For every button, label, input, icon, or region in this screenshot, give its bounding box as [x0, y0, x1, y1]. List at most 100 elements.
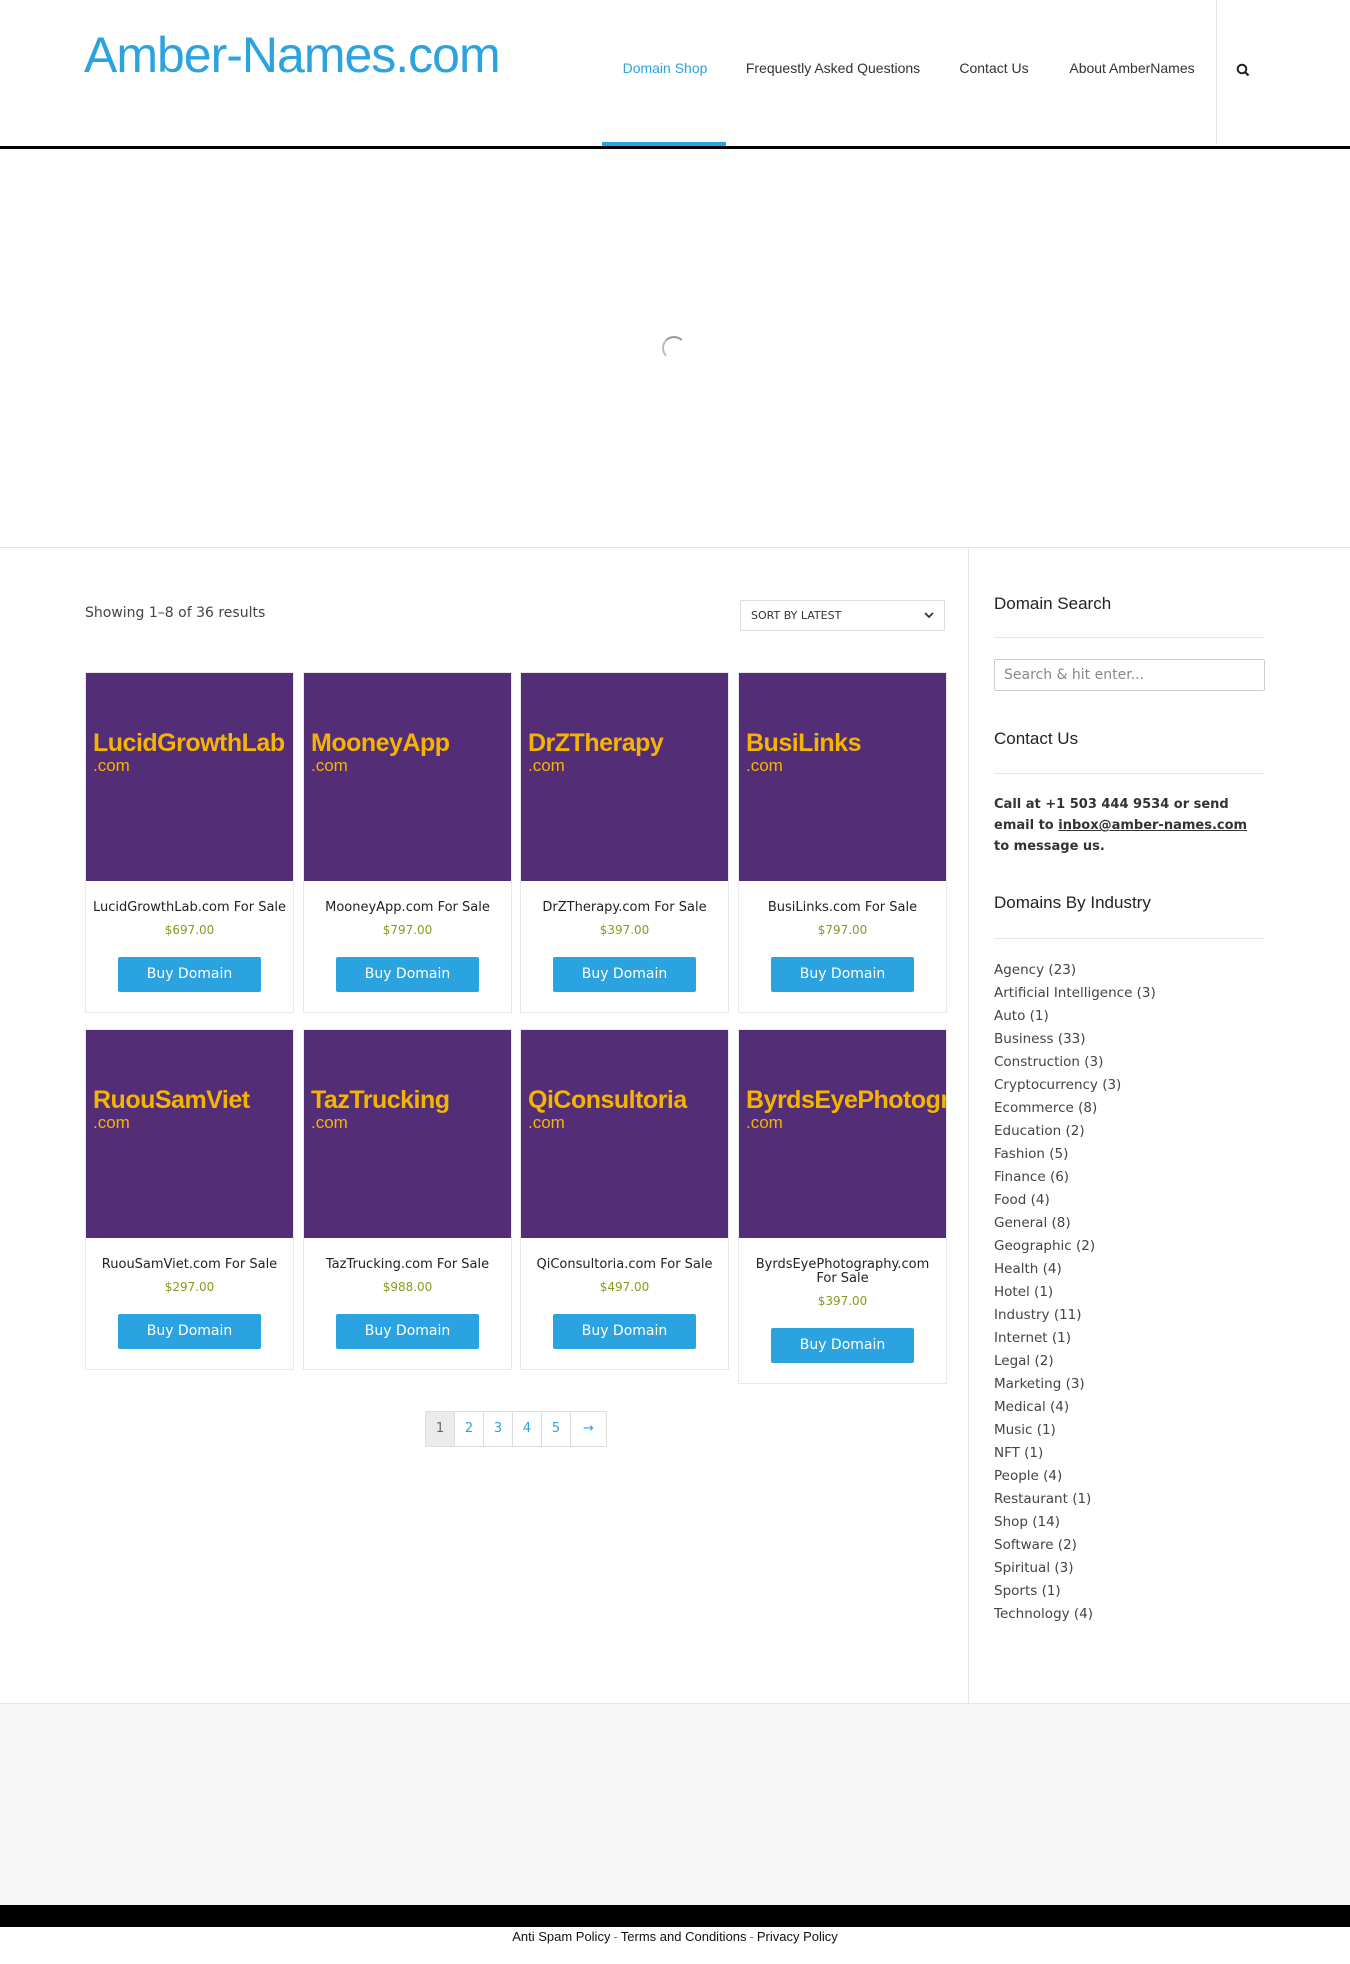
product-image[interactable]: TazTrucking .com [304, 1030, 511, 1238]
product-image-tld: .com [528, 1113, 565, 1132]
product-title[interactable]: QiConsultoria.com For Sale [536, 1257, 713, 1272]
product-price: $697.00 [164, 923, 215, 937]
industry-item[interactable]: Technology (4) [994, 1606, 1094, 1622]
domain-search-title: Domain Search [994, 594, 1112, 613]
nav-faq[interactable]: Frequestly Asked Questions [745, 60, 921, 76]
product-image[interactable]: BusiLinks .com [739, 673, 946, 881]
buy-domain-button[interactable]: Buy Domain [118, 957, 261, 992]
industry-item[interactable]: Software (2) [994, 1537, 1077, 1553]
product-image-tld: .com [746, 756, 783, 775]
product-image-name: ByrdsEyePhotography [746, 1086, 946, 1114]
footer-link-terms[interactable]: Terms and Conditions [620, 1929, 747, 1944]
buy-domain-button[interactable]: Buy Domain [118, 1314, 261, 1349]
product-card: TazTrucking .com TazTrucking.com For Sale $… [303, 1029, 512, 1370]
product-title[interactable]: TazTrucking.com For Sale [325, 1257, 490, 1272]
industry-item[interactable]: Construction (3) [994, 1054, 1104, 1070]
product-title[interactable]: ByrdsEyePhotography.com For Sale [755, 1257, 930, 1286]
footer-link-privacy[interactable]: Privacy Policy [756, 1929, 838, 1944]
buy-domain-button[interactable]: Buy Domain [553, 1314, 696, 1349]
page-3[interactable]: 3 [484, 1412, 513, 1446]
industry-item[interactable]: Marketing (3) [994, 1376, 1085, 1392]
industry-item[interactable]: Ecommerce (8) [994, 1100, 1098, 1116]
industry-item[interactable]: Geographic (2) [994, 1238, 1096, 1254]
contact-pre: Call at +1 503 444 9534 or send email to [994, 797, 1229, 833]
contact-title: Contact Us [994, 729, 1079, 748]
product-image[interactable]: RuouSamViet .com [86, 1030, 293, 1238]
industry-item[interactable]: Shop (14) [994, 1514, 1060, 1530]
industry-item[interactable]: Legal (2) [994, 1353, 1054, 1369]
contact-text: Call at +1 503 444 9534 or send email to… [994, 794, 1264, 857]
industry-item[interactable]: Sports (1) [994, 1583, 1061, 1599]
product-image-tld: .com [93, 1113, 130, 1132]
nav-domain-shop[interactable]: Domain Shop [622, 60, 708, 76]
industry-item[interactable]: Fashion (5) [994, 1146, 1069, 1162]
footer-link-anti-spam[interactable]: Anti Spam Policy [512, 1929, 611, 1944]
product-title[interactable]: RuouSamViet.com For Sale [101, 1257, 278, 1272]
product-image-name: RuouSamViet [93, 1086, 250, 1114]
domain-search-input[interactable] [994, 659, 1265, 691]
page-4[interactable]: 4 [513, 1412, 542, 1446]
industry-item[interactable]: Restaurant (1) [994, 1491, 1092, 1507]
product-price: $397.00 [599, 923, 650, 937]
product-image-tld: .com [311, 756, 348, 775]
industry-title: Domains By Industry [994, 893, 1151, 912]
industry-item[interactable]: General (8) [994, 1215, 1071, 1231]
product-image[interactable]: MooneyApp .com [304, 673, 511, 881]
sidebar-divider [968, 548, 969, 1703]
buy-domain-button[interactable]: Buy Domain [336, 957, 479, 992]
industry-item[interactable]: Spiritual (3) [994, 1560, 1074, 1576]
contact-email-link[interactable]: inbox@amber-names.com [1058, 818, 1248, 833]
page-2[interactable]: 2 [455, 1412, 484, 1446]
next-page-arrow-icon[interactable]: → [583, 1421, 594, 1436]
product-title[interactable]: DrZTherapy.com For Sale [542, 900, 707, 915]
industry-item[interactable]: Artificial Intelligence (3) [994, 985, 1156, 1001]
product-title[interactable]: BusiLinks.com For Sale [767, 900, 918, 915]
industry-item[interactable]: Agency (23) [994, 962, 1077, 978]
hero-divider [0, 547, 1350, 548]
industry-item[interactable]: Cryptocurrency (3) [994, 1077, 1122, 1093]
industry-item[interactable]: Education (2) [994, 1123, 1085, 1139]
product-title[interactable]: LucidGrowthLab.com For Sale [92, 900, 287, 915]
industry-item[interactable]: Medical (4) [994, 1399, 1070, 1415]
buy-domain-button[interactable]: Buy Domain [553, 957, 696, 992]
product-price: $297.00 [164, 1280, 215, 1294]
industry-item[interactable]: Hotel (1) [994, 1284, 1054, 1300]
nav-contact-us[interactable]: Contact Us [959, 60, 1029, 76]
widget-divider [994, 637, 1264, 638]
footer-widget-area [0, 1703, 1350, 1905]
industry-item[interactable]: Auto (1) [994, 1008, 1049, 1024]
industry-item[interactable]: NFT (1) [994, 1445, 1044, 1461]
search-icon[interactable] [1236, 63, 1250, 77]
nav-about[interactable]: About AmberNames [1069, 60, 1195, 76]
industry-item[interactable]: Internet (1) [994, 1330, 1072, 1346]
nav-active-indicator [602, 142, 726, 146]
industry-item[interactable]: Food (4) [994, 1192, 1050, 1208]
product-image[interactable]: LucidGrowthLab .com [86, 673, 293, 881]
industry-item[interactable]: Music (1) [994, 1422, 1056, 1438]
product-card: BusiLinks .com BusiLinks.com For Sale $797.… [738, 672, 947, 1013]
product-card: ByrdsEyePhotography.comByrdsEyePhotograp… [738, 1029, 947, 1384]
industry-item[interactable]: People (4) [994, 1468, 1063, 1484]
page-5[interactable]: 5 [542, 1412, 571, 1446]
site-logo[interactable]: Amber-Names.com [84, 27, 501, 83]
buy-domain-button[interactable]: Buy Domain [336, 1314, 479, 1349]
product-title[interactable]: MooneyApp.com For Sale [325, 900, 490, 915]
product-image-name: LucidGrowthLab [93, 729, 285, 757]
product-image-tld: .com [746, 1113, 783, 1132]
buy-domain-button[interactable]: Buy Domain [771, 1328, 914, 1363]
industry-item[interactable]: Industry (11) [994, 1307, 1082, 1323]
industry-item[interactable]: Health (4) [994, 1261, 1062, 1277]
product-image[interactable]: ByrdsEyePhotography.com [739, 1030, 946, 1238]
product-card: MooneyApp .com MooneyApp.com For Sale $797.… [303, 672, 512, 1013]
product-image[interactable]: DrZTherapy .com [521, 673, 728, 881]
industry-item[interactable]: Finance (6) [994, 1169, 1070, 1185]
product-price: $797.00 [817, 923, 868, 937]
product-image[interactable]: QiConsultoria .com [521, 1030, 728, 1238]
sort-select[interactable]: SORT BY LATEST [740, 600, 945, 631]
product-image-name: TazTrucking [311, 1086, 450, 1114]
widget-divider [994, 938, 1264, 939]
buy-domain-button[interactable]: Buy Domain [771, 957, 914, 992]
page-1[interactable]: 1 [426, 1412, 455, 1446]
product-card: RuouSamViet .com RuouSamViet.com For Sale $… [85, 1029, 294, 1370]
industry-item[interactable]: Business (33) [994, 1031, 1086, 1047]
